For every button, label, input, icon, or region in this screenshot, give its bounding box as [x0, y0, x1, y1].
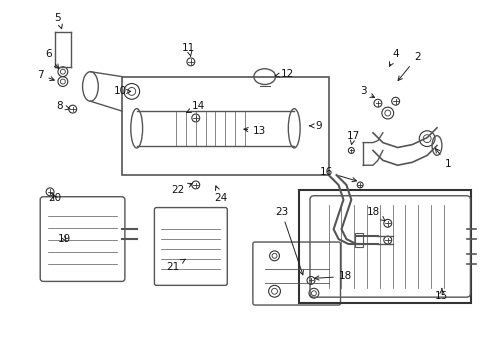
Text: 12: 12 [275, 69, 294, 79]
Text: 13: 13 [244, 126, 267, 136]
Text: 7: 7 [37, 69, 54, 81]
Text: 19: 19 [58, 234, 72, 244]
Text: 22: 22 [172, 183, 192, 195]
Text: 2: 2 [398, 52, 420, 81]
Bar [355, 233, 363, 247]
Text: 4: 4 [390, 49, 399, 66]
Text: 15: 15 [435, 288, 448, 301]
Text: 11: 11 [182, 43, 196, 56]
Bar [299, 190, 471, 303]
Text: 8: 8 [56, 101, 70, 111]
Bar [122, 77, 329, 175]
Text: 18: 18 [367, 207, 385, 221]
Text: 24: 24 [214, 186, 227, 203]
Text: 9: 9 [310, 121, 322, 131]
Text: 18: 18 [315, 271, 352, 282]
Text: 21: 21 [167, 259, 185, 272]
Text: 5: 5 [54, 13, 62, 29]
Text: 3: 3 [360, 86, 374, 98]
Text: 23: 23 [275, 207, 303, 275]
Text: 20: 20 [49, 193, 62, 203]
Text: 17: 17 [347, 131, 360, 144]
Text: 10: 10 [113, 86, 131, 96]
Text: 1: 1 [436, 149, 451, 169]
Text: 6: 6 [45, 49, 59, 68]
Text: 14: 14 [187, 101, 205, 113]
Text: 16: 16 [320, 167, 357, 182]
